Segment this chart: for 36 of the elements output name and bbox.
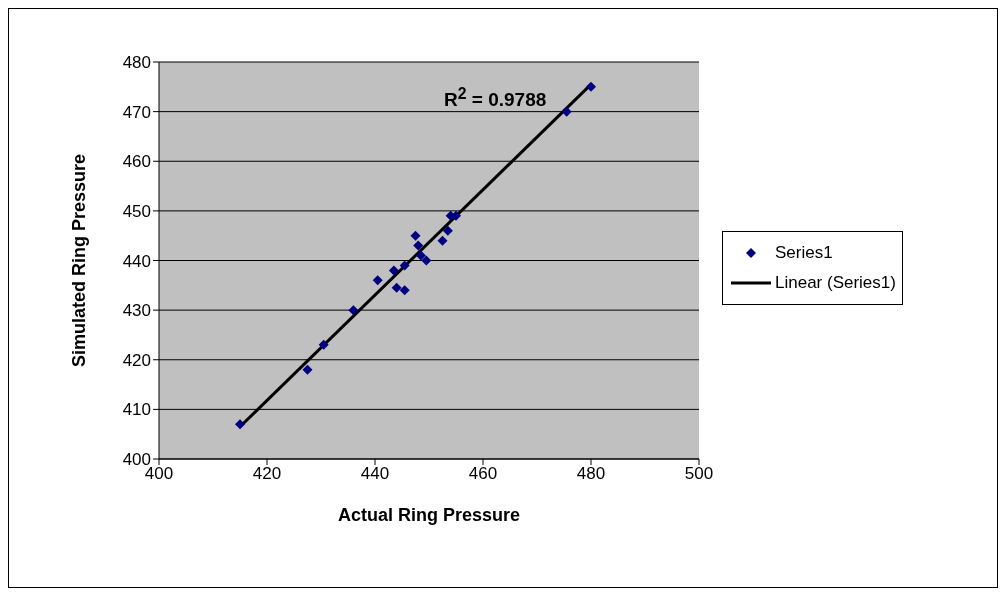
legend-label: Linear (Series1) (775, 273, 896, 293)
y-tick-label: 480 (122, 53, 151, 73)
point (399, 260, 410, 271)
point (235, 419, 245, 430)
y-tick-label: 460 (122, 152, 151, 172)
point (372, 275, 383, 286)
point (586, 81, 596, 92)
point (348, 305, 359, 316)
point (399, 285, 410, 296)
point (413, 240, 424, 251)
x-tick-label: 420 (252, 464, 282, 484)
point (388, 265, 399, 276)
point (391, 282, 402, 293)
point (561, 106, 572, 117)
annotation: R$^{2}$ = 0.9788 (444, 85, 547, 112)
x-axis-title: Actual Ring Pressure (337, 505, 521, 525)
y-axis-title: Simulated Ring Pressure (69, 153, 90, 368)
y-tick-label: 470 (122, 102, 151, 122)
point (318, 339, 329, 350)
x-tick-label: 440 (360, 464, 390, 484)
y-tick-label: 410 (122, 400, 151, 420)
point (410, 230, 421, 241)
y-tick-label: 430 (122, 301, 151, 321)
x-tick-label: 460 (468, 464, 498, 484)
legend-label: Series1 (775, 243, 833, 263)
x-tick-label: 400 (144, 464, 174, 484)
point (442, 225, 453, 236)
x-tick-label: 480 (576, 464, 606, 484)
point (415, 250, 426, 261)
x-tick-label: 500 (684, 464, 714, 484)
y-tick-label: 420 (122, 350, 151, 370)
y-tick-label: 450 (122, 201, 151, 221)
point (421, 255, 432, 266)
y-tick-label: 440 (122, 251, 151, 271)
point (437, 235, 448, 246)
point (302, 364, 313, 375)
